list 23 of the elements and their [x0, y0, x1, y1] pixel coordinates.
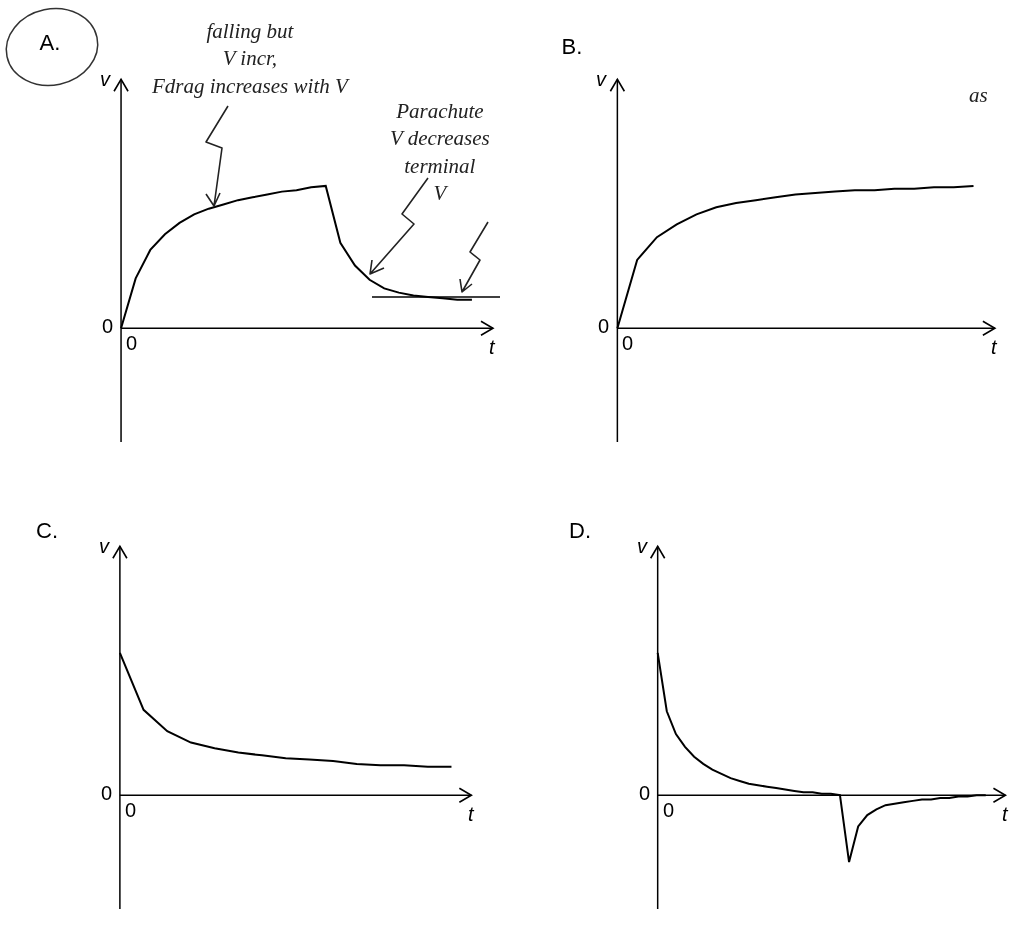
text: 0 [102, 315, 114, 337]
text: 0 [639, 782, 651, 804]
chart-title: A. [39, 29, 61, 55]
annotation: Parachute V decreases terminal V [390, 99, 490, 205]
text: 0 [622, 332, 634, 354]
text: 0 [598, 315, 610, 337]
y-axis-title: v [637, 535, 648, 557]
y-axis-title: v [596, 68, 607, 90]
y-axis-title: v [99, 535, 110, 557]
x-axis-title: t [1002, 803, 1009, 825]
text: as [969, 83, 988, 107]
text: 0 [126, 332, 138, 354]
annotation: 0 [663, 799, 675, 821]
x-axis-title: t [468, 803, 475, 825]
chart-title: C. [36, 517, 58, 543]
x-axis-title: t [489, 336, 496, 358]
text: falling but V incr, Fdrag increases with V [151, 19, 350, 98]
chart-title: B. [561, 33, 583, 59]
x-axis-title: t [991, 336, 998, 358]
text: 0 [125, 799, 137, 821]
chart-title: D. [569, 517, 591, 543]
y-axis-title: v [100, 68, 111, 90]
text: 0 [101, 782, 113, 804]
